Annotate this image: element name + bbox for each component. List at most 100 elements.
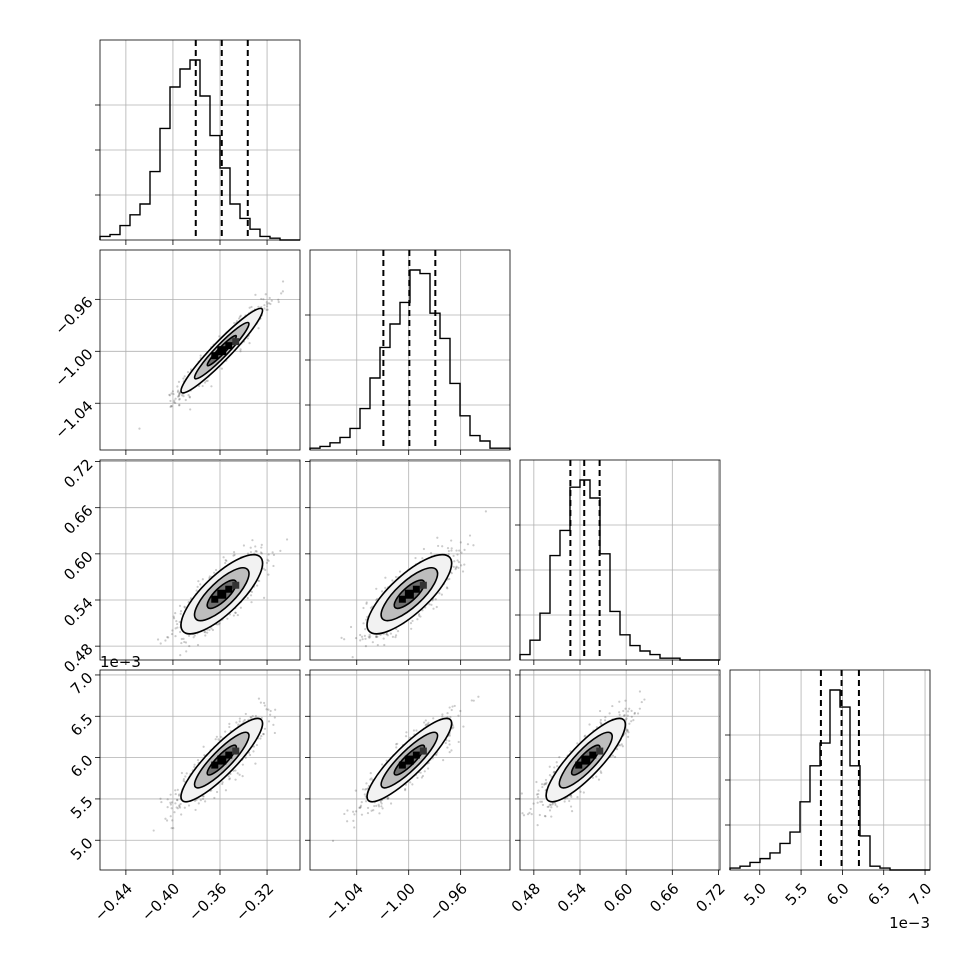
scatter-point xyxy=(267,553,270,556)
scatter-point xyxy=(262,567,265,570)
scatter-point xyxy=(199,583,202,586)
scatter-panel-2-0 xyxy=(95,459,301,665)
scatter-point xyxy=(417,614,421,617)
scatter-point xyxy=(382,637,385,640)
scatter-point xyxy=(346,820,349,823)
scatter-point xyxy=(472,699,475,702)
scatter-point xyxy=(450,539,453,542)
scatter-point xyxy=(621,745,624,748)
scatter-point xyxy=(434,598,437,601)
scatter-point xyxy=(242,720,245,723)
scatter-point xyxy=(366,811,370,815)
scatter-point xyxy=(193,799,197,802)
scatter-point xyxy=(386,797,389,800)
scatter-point xyxy=(257,697,261,700)
scatter-point xyxy=(263,727,267,730)
scatter-point xyxy=(454,568,457,571)
scatter-point xyxy=(251,539,254,542)
panel-frame xyxy=(309,459,511,661)
scatter-point xyxy=(173,811,176,814)
scatter-point xyxy=(421,557,424,560)
scatter-point xyxy=(380,805,383,808)
scatter-point xyxy=(174,634,177,638)
scatter-point xyxy=(448,706,451,709)
scatter-point xyxy=(462,725,465,728)
scatter-point xyxy=(364,644,368,648)
scatter-point xyxy=(188,395,191,398)
scatter-point xyxy=(178,397,181,400)
scatter-point xyxy=(170,807,173,810)
scatter-point xyxy=(233,321,236,325)
scatter-point xyxy=(234,611,237,614)
scatter-point xyxy=(459,541,462,544)
scatter-point xyxy=(250,601,253,604)
scatter-point xyxy=(169,801,172,804)
scatter-point xyxy=(249,546,252,549)
scatter-point xyxy=(353,813,356,816)
scatter-point xyxy=(214,568,218,572)
scatter-point xyxy=(203,630,206,633)
scatter-point xyxy=(220,367,224,370)
scatter-point xyxy=(522,814,526,817)
scatter-point xyxy=(210,385,213,388)
scatter-point xyxy=(403,788,407,792)
scatter-point xyxy=(424,724,427,727)
scatter-point xyxy=(262,732,265,736)
scatter-point xyxy=(265,708,268,711)
scatter-point xyxy=(363,634,366,637)
scatter-point xyxy=(176,395,180,398)
scatter-point xyxy=(380,590,384,593)
scatter-point xyxy=(398,570,402,573)
scatter-point xyxy=(217,623,221,626)
panel-frame xyxy=(309,669,511,871)
density-core xyxy=(419,581,427,589)
scatter-point xyxy=(377,803,380,806)
scatter-point xyxy=(179,612,182,615)
scatter-point xyxy=(343,812,346,816)
scatter-point xyxy=(436,536,439,539)
scatter-point xyxy=(450,749,453,752)
scatter-point xyxy=(184,398,187,402)
scatter-point xyxy=(599,722,603,725)
scatter-point xyxy=(159,797,162,800)
scatter-point xyxy=(365,602,368,605)
scatter-point xyxy=(371,641,374,644)
density-core xyxy=(217,755,227,765)
scatter-point xyxy=(432,607,435,610)
scatter-point xyxy=(263,704,266,707)
scatter-point xyxy=(265,301,268,304)
scatter-point xyxy=(349,625,353,629)
scatter-point xyxy=(344,661,346,663)
scatter-point xyxy=(412,729,416,732)
scatter-point xyxy=(167,636,170,639)
scatter-point xyxy=(568,799,571,803)
scatter-point xyxy=(576,796,579,799)
scatter-point xyxy=(360,635,364,638)
scatter-point xyxy=(176,389,180,392)
scatter-point xyxy=(383,643,386,647)
scatter-point xyxy=(176,626,179,629)
scatter-point xyxy=(204,800,207,803)
scatter-point xyxy=(267,708,270,711)
scatter-point xyxy=(178,804,181,807)
scatter-point xyxy=(185,650,188,653)
scatter-point xyxy=(358,806,361,809)
scatter-point xyxy=(416,618,419,621)
scatter-point xyxy=(460,564,463,567)
scatter-point xyxy=(395,746,398,749)
scatter-point xyxy=(222,556,225,559)
scatter-point xyxy=(375,804,378,807)
scatter-panel-3-1 xyxy=(305,669,511,875)
scatter-point xyxy=(259,551,263,554)
scatter-point xyxy=(178,403,181,406)
scatter-point xyxy=(269,709,272,713)
scatter-point xyxy=(213,796,216,800)
scatter-content xyxy=(138,280,285,430)
scatter-point xyxy=(187,804,191,807)
scatter-point xyxy=(446,712,449,715)
scatter-point xyxy=(193,765,196,769)
scatter-point xyxy=(248,341,251,345)
scatter-point xyxy=(226,617,229,620)
scatter-point xyxy=(176,807,179,810)
